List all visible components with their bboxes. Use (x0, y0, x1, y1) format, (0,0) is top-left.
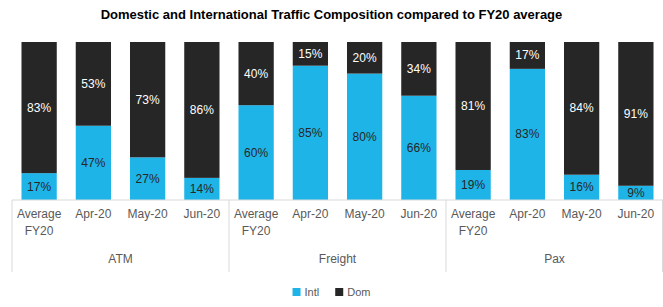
data-label: 17% (515, 48, 539, 62)
chart-container: Domestic and International Traffic Compo… (0, 0, 663, 307)
data-label: 85% (298, 126, 322, 140)
x-tick-label: Average FY20 (234, 207, 279, 238)
data-label: 17% (27, 180, 51, 194)
x-tick-label: May-20 (562, 207, 602, 221)
x-tick-label-line: Average (451, 207, 496, 221)
bar-segment (293, 66, 328, 200)
legend: Intl Dom (293, 286, 371, 298)
bar-segment (347, 42, 382, 74)
x-tick-label: Jun-20 (618, 207, 655, 221)
bar-segment (130, 42, 165, 157)
bar-segment (21, 42, 56, 173)
bar-segment (401, 42, 436, 96)
legend-label: Dom (347, 286, 370, 298)
x-tick-label: May-20 (128, 207, 168, 221)
x-tick-label: Average FY20 (17, 207, 62, 238)
x-tick-label: Jun-20 (401, 207, 438, 221)
x-tick-label: Apr-20 (75, 207, 111, 221)
bars (21, 42, 653, 200)
group-separator (446, 200, 447, 272)
data-label: 34% (407, 62, 431, 76)
data-label: 60% (244, 146, 268, 160)
legend-label: Intl (305, 286, 320, 298)
data-label: 14% (190, 182, 214, 196)
bar-segment (130, 157, 165, 200)
group-label: ATM (108, 252, 132, 266)
x-tick-label: Average FY20 (451, 207, 496, 238)
x-tick-label: Apr-20 (509, 207, 545, 221)
bar-segment (401, 96, 436, 200)
bar-segment (455, 170, 490, 200)
data-label: 66% (407, 141, 431, 155)
data-label: 20% (353, 51, 377, 65)
legend-swatch (335, 288, 343, 296)
bar-segment (21, 173, 56, 200)
data-label: 86% (190, 103, 214, 117)
bar-segment (455, 42, 490, 170)
x-axis-line (12, 200, 663, 201)
x-tick-label-line: Average (234, 207, 279, 221)
bar-segment (564, 42, 599, 175)
bar-segment (564, 175, 599, 200)
data-label: 19% (461, 178, 485, 192)
chart-title: Domestic and International Traffic Compo… (101, 7, 563, 22)
data-label: 16% (570, 180, 594, 194)
group-separator (12, 200, 13, 272)
bar-segment (238, 105, 273, 200)
x-tick-label-line: FY20 (25, 224, 54, 238)
data-label: 53% (81, 77, 105, 91)
data-label: 73% (136, 93, 160, 107)
x-tick-label-line: Average (17, 207, 62, 221)
data-label: 91% (624, 107, 648, 121)
data-label: 27% (136, 172, 160, 186)
x-tick-label: Apr-20 (292, 207, 328, 221)
bar-segment (238, 42, 273, 105)
legend-item: Intl (293, 286, 320, 298)
data-label: 81% (461, 99, 485, 113)
x-tick-label: May-20 (345, 207, 385, 221)
group-separator (229, 200, 230, 272)
x-tick-label-line: FY20 (459, 224, 488, 238)
group-label: Pax (544, 252, 565, 266)
bar-segment (76, 42, 111, 126)
bar-segment (184, 42, 219, 178)
group-label: Freight (319, 252, 357, 266)
x-tick-label: Jun-20 (184, 207, 221, 221)
data-label: 9% (627, 186, 645, 200)
bar-segment (293, 42, 328, 66)
bar-segment (76, 126, 111, 200)
legend-item: Dom (335, 286, 370, 298)
bar-segment (618, 42, 653, 186)
group-separator (662, 200, 663, 272)
bar-segment (510, 42, 545, 69)
data-label: 40% (244, 67, 268, 81)
chart-svg: Domestic and International Traffic Compo… (0, 0, 663, 307)
data-label: 83% (515, 127, 539, 141)
bar-segment (618, 186, 653, 200)
data-label: 15% (298, 47, 322, 61)
data-label: 47% (81, 156, 105, 170)
data-labels: 17% 83% 47% 53% 27% 73% 14% 86% 60% 40% 85% 15% 80% 2… (27, 47, 648, 200)
bar-segment (510, 69, 545, 200)
bar-segment (347, 74, 382, 200)
data-label: 84% (570, 101, 594, 115)
data-label: 80% (353, 130, 377, 144)
legend-swatch (293, 288, 301, 296)
data-label: 83% (27, 101, 51, 115)
bar-segment (184, 178, 219, 200)
x-tick-label-line: FY20 (242, 224, 271, 238)
